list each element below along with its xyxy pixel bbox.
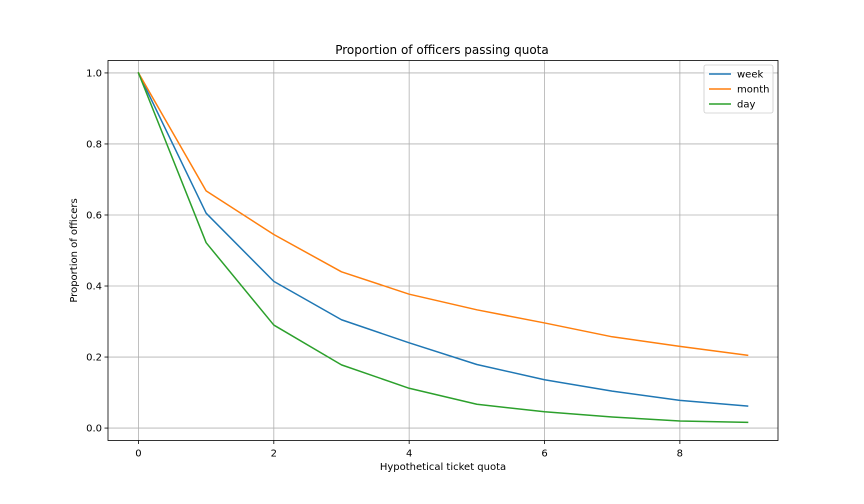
series-line-month xyxy=(137,71,749,357)
x-axis-ticks: 0 2 4 6 8 xyxy=(135,440,683,460)
y-tick-label: 0.8 xyxy=(86,139,102,150)
grid xyxy=(108,60,778,441)
series-line-week xyxy=(137,71,749,407)
chart-title: Proportion of officers passing quota xyxy=(335,43,549,57)
legend-label-month: month xyxy=(737,85,769,96)
y-tick-label: 0.6 xyxy=(86,210,102,221)
x-tick-label: 2 xyxy=(271,449,277,460)
legend-box xyxy=(703,64,774,114)
x-tick-label: 0 xyxy=(135,449,141,460)
y-tick-label: 0.4 xyxy=(86,282,102,293)
plot-area-frame xyxy=(107,60,779,441)
y-axis-ticks: 0.0 0.2 0.4 0.6 0.8 1.0 xyxy=(86,68,108,435)
legend: week month day xyxy=(703,64,774,114)
x-axis-label: Hypothetical ticket quota xyxy=(380,462,506,473)
x-tick-label: 4 xyxy=(406,449,412,460)
y-axis-label: Proportion of officers xyxy=(69,198,80,302)
legend-label-day: day xyxy=(737,100,755,111)
x-tick-label: 6 xyxy=(541,449,547,460)
y-tick-label: 0.2 xyxy=(86,353,102,364)
series-line-day xyxy=(137,71,749,424)
y-tick-label: 1.0 xyxy=(86,68,102,79)
y-tick-label: 0.0 xyxy=(86,424,102,435)
x-tick-label: 8 xyxy=(677,449,683,460)
legend-label-week: week xyxy=(737,70,763,81)
series-lines xyxy=(137,71,749,424)
